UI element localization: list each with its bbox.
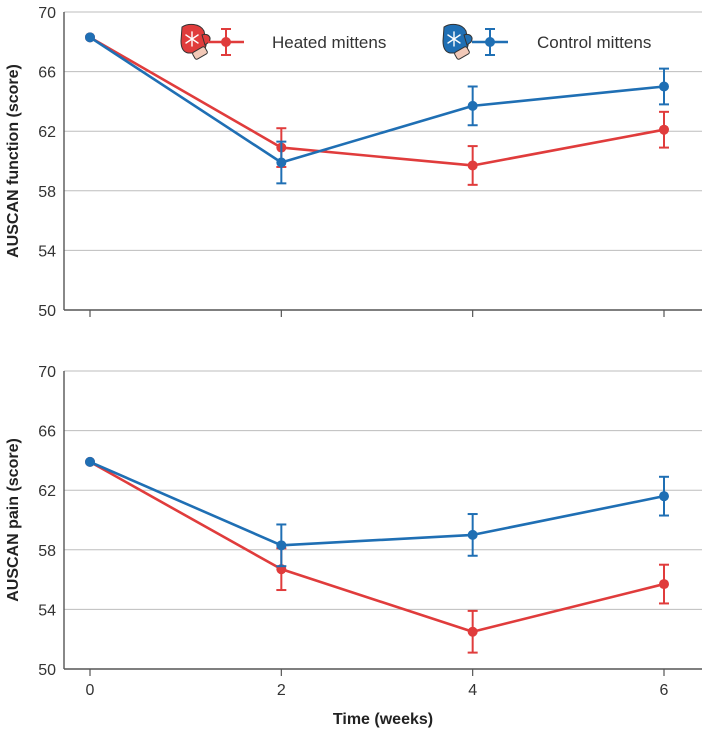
y-tick-label: 62 (38, 483, 56, 500)
mitten-thumb (463, 34, 473, 46)
y-tick-label: 58 (38, 184, 56, 201)
y-tick-label: 54 (38, 602, 56, 619)
control-mittens-point (467, 529, 478, 540)
y-tick-label: 50 (38, 662, 56, 679)
control-mittens-point (85, 32, 95, 43)
heated-mittens-point (659, 579, 669, 590)
snowflake-stroke (185, 34, 199, 44)
heated-mittens-legend-label: Heated mittens (272, 33, 386, 52)
y-tick-label: 58 (38, 543, 56, 560)
control-mittens-point (659, 491, 669, 502)
legend: Heated mittens Control mittens (180, 23, 651, 60)
control-mittens-legend-label: Control mittens (537, 33, 651, 52)
y-axis-title: AUSCAN function (score) (5, 64, 22, 258)
y-tick-label: 62 (38, 124, 56, 141)
control-mittens-line (89, 460, 665, 547)
control-mittens-point (276, 157, 287, 168)
control-mittens-line (89, 36, 665, 164)
heated-mittens-line (89, 36, 665, 167)
snowflake-icon (185, 31, 199, 47)
red-mitten-icon (180, 23, 211, 60)
control-mittens-point (659, 81, 669, 92)
x-tick-label: 6 (660, 682, 669, 699)
control-mittens-point (276, 540, 287, 551)
panel-pain: 50 54 58 62 66 70 AUSCAN pain (score) 0 2 4 6 Time … (5, 364, 702, 728)
heated-mittens-point (659, 124, 669, 135)
x-tick-label: 0 (86, 682, 95, 699)
snowflake-stroke (447, 34, 461, 44)
heated-mittens-point (467, 160, 478, 171)
control-mittens-point (85, 456, 95, 467)
x-axis-title: Time (weeks) (333, 711, 433, 728)
y-tick-label: 66 (38, 65, 56, 82)
y-tick-label: 70 (38, 5, 56, 22)
y-tick-label: 70 (38, 364, 56, 381)
y-tick-label: 66 (38, 424, 56, 441)
panel-function: 50 54 58 62 66 70 AUSCAN function (score) (5, 5, 702, 320)
y-tick-label: 54 (38, 243, 56, 260)
heated-mittens-point (467, 626, 478, 637)
x-tick-label: 4 (468, 682, 477, 699)
x-tick-label: 2 (277, 682, 286, 699)
y-tick-label: 50 (38, 303, 56, 320)
snowflake-icon (447, 31, 461, 47)
mitten-cuff (192, 46, 208, 60)
blue-mitten-icon (442, 23, 473, 60)
y-axis-title: AUSCAN pain (score) (5, 438, 22, 602)
mitten-cuff (454, 46, 470, 60)
heated-mittens-line (89, 460, 665, 634)
control-mittens-point (467, 100, 478, 111)
